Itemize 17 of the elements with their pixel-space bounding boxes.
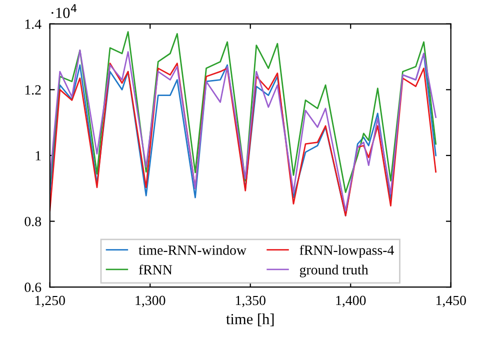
x-axis-title: time [h]	[226, 314, 274, 326]
legend-label: time-RNN-window	[138, 245, 246, 255]
y-tick-label: 1.2	[25, 85, 41, 95]
x-tick-label: 1,350	[236, 296, 266, 308]
x-tick-label: 1,400	[336, 296, 366, 308]
y-tick-label: 0.6	[24, 282, 42, 292]
text: ·10$^{4}$	[52, 4, 77, 18]
y-tick-label: 1.4	[25, 20, 42, 29]
legend-label: fRNN	[138, 264, 172, 274]
legend-label: ground truth	[300, 264, 368, 278]
y-tick-label: 0.8	[24, 216, 42, 226]
x-tick-label: 1,250	[35, 296, 65, 308]
x-tick-label: 1,450	[436, 296, 466, 308]
y-tick-label: 1	[36, 151, 41, 160]
x-tick-label: 1,300	[136, 296, 166, 308]
line-series	[50, 31, 437, 194]
legend-label: fRNN-lowpass-4	[300, 244, 394, 258]
